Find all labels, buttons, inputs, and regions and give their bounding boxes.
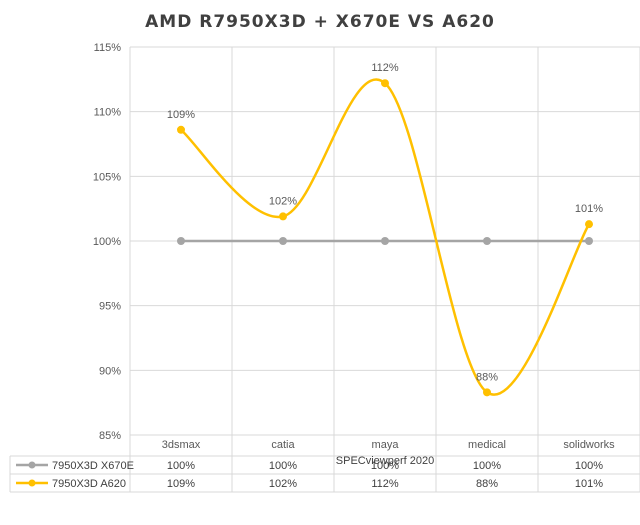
series-line-1	[179, 78, 591, 396]
data-point	[381, 237, 389, 245]
data-point	[279, 212, 287, 221]
data-point	[483, 388, 491, 397]
y-axis: 85% 90% 95% 100% 105% 110% 115%	[93, 42, 121, 442]
data-label: 109%	[167, 109, 195, 121]
x-tick-label: maya	[372, 439, 400, 451]
data-point	[177, 237, 185, 245]
legend-label: 7950X3D A620	[52, 478, 126, 490]
legend-marker	[28, 479, 36, 487]
y-tick-label: 85%	[99, 430, 121, 442]
data-table: 7950X3D X670E 100% 100% 100% 100% 100%7950X3D…	[9, 455, 640, 493]
x-tick-label: catia	[271, 439, 295, 451]
table-cell: 101%	[575, 478, 603, 490]
plot-area	[177, 78, 593, 397]
table-row: 7950X3D X670E 100% 100% 100% 100% 100%	[16, 460, 603, 472]
data-point	[279, 237, 287, 245]
data-point	[585, 237, 593, 245]
y-tick-label: 105%	[93, 171, 121, 183]
x-tick-label: 3dsmax	[162, 439, 201, 451]
data-point	[585, 220, 593, 229]
data-point	[381, 79, 389, 88]
data-labels: 109% 102% 112% 88% 101%	[167, 62, 603, 383]
chart-title: AMD R7950X3D + X670E VS A620	[145, 12, 495, 32]
table-cell: 100%	[371, 460, 399, 472]
grid: 3dsmax catia maya medical solidworks	[129, 46, 640, 492]
y-tick-label: 100%	[93, 236, 121, 248]
legend-marker	[28, 461, 36, 469]
data-label: 101%	[575, 203, 603, 215]
table-cell: 102%	[269, 478, 297, 490]
x-axis-title: SPECviewperf 2020	[336, 455, 434, 467]
table-cell: 100%	[269, 460, 297, 472]
table-cell: 88%	[476, 478, 498, 490]
legend-label: 7950X3D X670E	[52, 460, 134, 472]
y-tick-label: 95%	[99, 301, 121, 313]
data-label: 112%	[371, 62, 399, 74]
y-tick-label: 115%	[94, 42, 122, 54]
table-cell: 109%	[167, 478, 195, 490]
data-label: 88%	[476, 371, 498, 383]
table-row: 7950X3D A620 109% 102% 112% 88% 101%	[16, 478, 603, 490]
data-label: 102%	[269, 195, 297, 207]
x-tick-label: solidworks	[563, 439, 615, 451]
y-tick-label: 90%	[99, 365, 121, 377]
data-point	[177, 125, 185, 134]
table-cell: 100%	[473, 460, 501, 472]
x-tick-label: medical	[468, 439, 506, 451]
table-cell: 100%	[167, 460, 195, 472]
table-cell: 100%	[575, 460, 603, 472]
data-point	[483, 237, 491, 245]
table-cell: 112%	[371, 478, 399, 490]
y-tick-label: 110%	[94, 107, 122, 119]
